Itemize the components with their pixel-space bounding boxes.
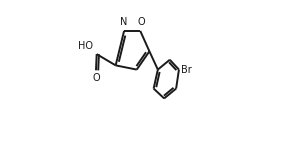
Text: O: O [92,73,100,83]
Text: N: N [120,17,127,27]
Text: O: O [137,17,145,27]
Text: Br: Br [181,65,192,75]
Text: HO: HO [78,41,93,51]
